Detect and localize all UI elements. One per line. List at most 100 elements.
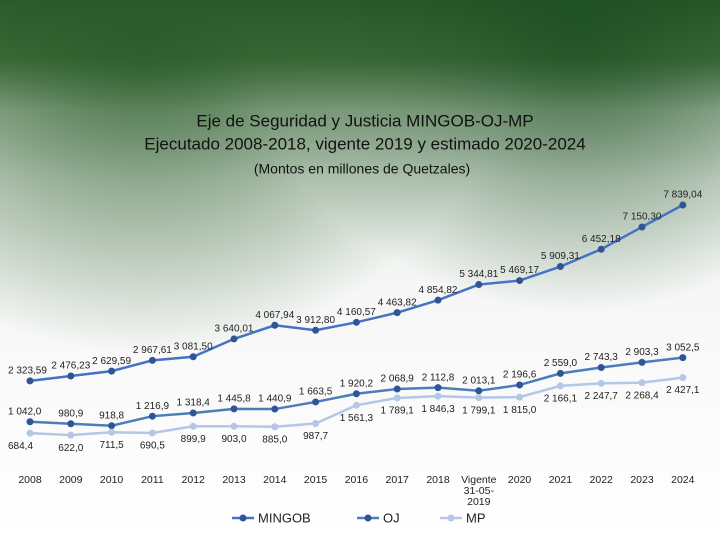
point xyxy=(26,377,34,385)
point xyxy=(67,372,75,380)
point xyxy=(148,412,156,420)
x-tick-label: 2008 xyxy=(18,474,42,486)
point xyxy=(312,326,320,334)
data-label: 3 081,50 xyxy=(174,341,213,352)
point xyxy=(475,387,483,395)
point xyxy=(67,420,75,428)
point xyxy=(597,364,605,372)
data-label: 1 815,0 xyxy=(503,405,537,416)
x-tick-label: 2010 xyxy=(100,474,124,486)
x-tick-label: 2017 xyxy=(386,474,410,486)
data-label: 2 112,8 xyxy=(422,372,455,383)
data-label: 2 013,1 xyxy=(462,375,496,386)
x-tick-label: 2024 xyxy=(671,474,695,486)
point xyxy=(679,354,687,362)
data-label: 3 052,5 xyxy=(666,342,700,353)
point xyxy=(189,409,197,417)
point xyxy=(148,356,156,364)
point xyxy=(189,353,197,361)
data-label: 885,0 xyxy=(262,434,287,445)
x-tick-label: 2016 xyxy=(345,474,369,486)
point xyxy=(393,394,401,402)
data-label: 1 318,4 xyxy=(177,398,211,409)
data-label: 622,0 xyxy=(58,443,83,454)
point xyxy=(597,245,605,253)
data-label: 3 912,80 xyxy=(296,315,335,326)
point xyxy=(516,381,524,389)
x-tick-label: 2014 xyxy=(263,474,287,486)
point xyxy=(26,429,34,437)
data-label: 711,5 xyxy=(99,440,124,451)
data-label: 7 839,04 xyxy=(663,190,702,201)
data-label: 2 196,6 xyxy=(503,370,537,381)
data-label: 5 469,17 xyxy=(500,265,539,276)
chart-title: Eje de Seguridad y Justicia MINGOB-OJ-MP xyxy=(196,111,533,130)
chart-title: Ejecutado 2008-2018, vigente 2019 y esti… xyxy=(144,134,585,153)
point xyxy=(638,379,646,387)
data-label: 899,9 xyxy=(181,434,206,445)
x-tick-label: 2009 xyxy=(59,474,83,486)
point xyxy=(638,223,646,231)
point xyxy=(516,277,524,285)
data-label: 4 463,82 xyxy=(378,297,417,308)
point xyxy=(393,309,401,317)
point xyxy=(271,423,279,431)
x-tick-label: 2012 xyxy=(182,474,206,486)
point xyxy=(230,405,238,413)
point xyxy=(108,422,116,430)
data-label: 5 344,81 xyxy=(459,269,498,280)
point xyxy=(352,318,360,326)
data-label: 2 967,61 xyxy=(133,345,172,356)
data-label: 1 789,1 xyxy=(381,406,415,417)
x-tick-label: 2018 xyxy=(426,474,450,486)
data-label: 5 909,31 xyxy=(541,251,580,262)
data-label: 7 150,30 xyxy=(623,212,662,223)
data-label: 1 440,9 xyxy=(258,394,292,405)
point xyxy=(434,384,442,392)
point xyxy=(230,335,238,343)
point xyxy=(597,379,605,387)
point xyxy=(556,369,564,377)
x-tick-label: 2015 xyxy=(304,474,328,486)
point xyxy=(475,394,483,402)
legend-marker xyxy=(364,514,372,522)
data-label: 2 476,23 xyxy=(51,361,90,372)
data-label: 6 452,18 xyxy=(582,234,621,245)
point xyxy=(26,418,34,426)
data-label: 987,7 xyxy=(303,431,328,442)
data-label: 2 743,3 xyxy=(585,352,619,363)
point xyxy=(556,382,564,390)
data-label: 1 042,0 xyxy=(8,406,42,417)
point xyxy=(352,390,360,398)
x-tick-label: 2013 xyxy=(222,474,246,486)
point xyxy=(475,281,483,289)
point xyxy=(393,385,401,393)
data-label: 1 445,8 xyxy=(217,394,251,405)
data-label: 2 903,3 xyxy=(625,347,659,358)
legend-marker xyxy=(239,514,247,522)
point xyxy=(434,296,442,304)
data-label: 2 629,59 xyxy=(92,356,131,367)
legend-label: MINGOB xyxy=(258,510,311,525)
point xyxy=(638,358,646,366)
data-label: 1 561,3 xyxy=(340,413,374,424)
point xyxy=(556,263,564,271)
data-label: 1 216,9 xyxy=(136,401,170,412)
legend-label: OJ xyxy=(383,510,400,525)
data-label: 2 559,0 xyxy=(544,358,578,369)
data-label: 918,8 xyxy=(99,410,124,421)
data-label: 1 799,1 xyxy=(462,405,496,416)
point xyxy=(108,367,116,375)
data-label: 903,0 xyxy=(221,434,246,445)
point xyxy=(189,422,197,430)
point xyxy=(271,405,279,413)
point xyxy=(230,422,238,430)
legend-label: MP xyxy=(466,510,486,525)
data-label: 2 427,1 xyxy=(666,385,700,396)
data-label: 4 067,94 xyxy=(255,310,294,321)
x-tick-label: 2021 xyxy=(549,474,573,486)
point xyxy=(312,420,320,428)
point xyxy=(516,393,524,401)
